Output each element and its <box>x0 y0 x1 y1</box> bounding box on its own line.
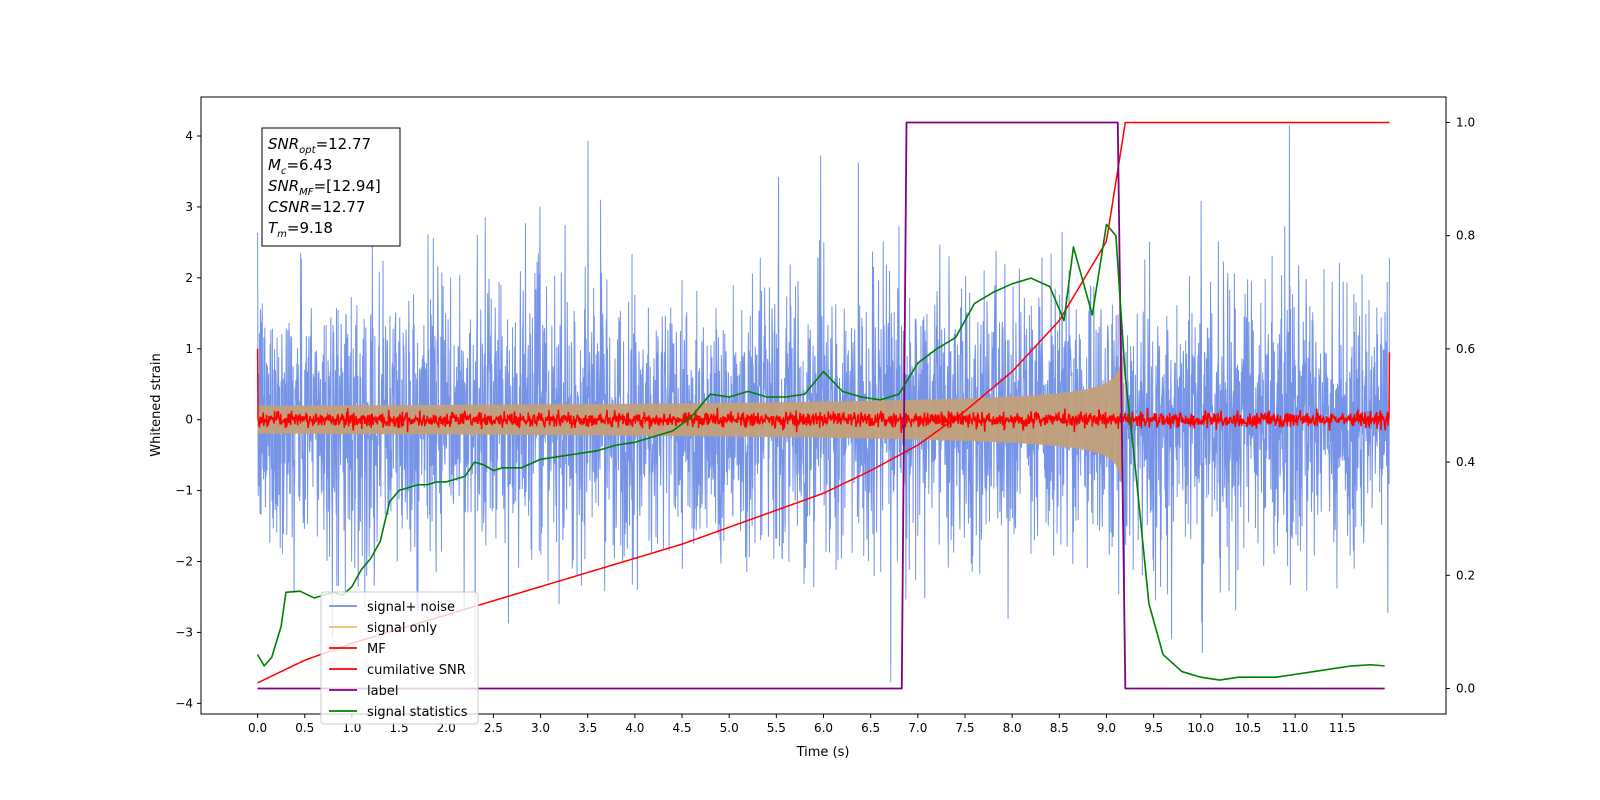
y-left-tick-label: −2 <box>175 555 193 569</box>
y-right-tick-label: 0.4 <box>1456 455 1475 469</box>
info-symbol: SNR <box>268 177 299 195</box>
series-signal-noise <box>257 125 1390 683</box>
x-tick-label: 5.0 <box>720 721 739 735</box>
x-tick-label: 8.0 <box>1003 721 1022 735</box>
series-signal-statistics <box>256 223 1385 681</box>
series-mf <box>256 348 1391 433</box>
info-value: =12.77 <box>310 198 366 216</box>
x-tick-label: 4.5 <box>672 721 691 735</box>
x-tick-label: 9.0 <box>1097 721 1116 735</box>
x-tick-label: 8.5 <box>1050 721 1069 735</box>
x-tick-label: 0.0 <box>248 721 267 735</box>
x-tick-label: 0.5 <box>295 721 314 735</box>
y-left-tick-label: 4 <box>185 129 193 143</box>
x-tick-label: 10.0 <box>1187 721 1214 735</box>
x-tick-label: 2.5 <box>484 721 503 735</box>
x-tick-label: 6.5 <box>861 721 880 735</box>
y-axis-right: 1.0 0.8 0.6 0.4 0.2 0.0 <box>1446 115 1475 696</box>
x-tick-label: 11.0 <box>1282 721 1309 735</box>
x-tick-label: 5.5 <box>767 721 786 735</box>
info-symbol: SNR <box>268 135 299 153</box>
legend: signal+ noise signal only MF cumilative SNR… <box>320 591 479 725</box>
x-axis-title: Time (s) <box>796 745 850 760</box>
info-symbol: T <box>268 219 279 237</box>
info-subscript: c <box>281 166 287 177</box>
info-subscript: MF <box>299 187 314 198</box>
info-line: SNRopt=12.77 <box>268 135 371 156</box>
legend-label: cumilative SNR <box>367 663 466 678</box>
y-right-tick-label: 1.0 <box>1456 115 1475 129</box>
info-box: SNRopt=12.77Mc=6.43SNRMF=[12.94]CSNR=12.… <box>261 127 401 247</box>
legend-label: signal+ noise <box>367 600 455 615</box>
x-tick-label: 11.5 <box>1329 721 1356 735</box>
y-left-tick-label: −4 <box>175 696 193 710</box>
info-value: =[12.94] <box>314 177 381 195</box>
legend-label: signal statistics <box>367 705 468 720</box>
legend-label: label <box>367 684 398 699</box>
info-subscript: m <box>277 229 287 240</box>
y-left-tick-label: 0 <box>185 413 193 427</box>
x-tick-label: 7.5 <box>955 721 974 735</box>
y-right-tick-label: 0.0 <box>1456 682 1475 696</box>
x-tick-label: 7.0 <box>908 721 927 735</box>
info-line: SNRMF=[12.94] <box>268 177 381 198</box>
y-right-tick-label: 0.8 <box>1456 229 1475 243</box>
x-tick-label: 6.0 <box>814 721 833 735</box>
x-tick-label: 3.0 <box>531 721 550 735</box>
y-left-tick-label: −3 <box>175 625 193 639</box>
y-right-tick-label: 0.2 <box>1456 568 1475 582</box>
y-right-tick-label: 0.6 <box>1456 342 1475 356</box>
info-symbol: CSNR <box>268 198 310 216</box>
series-label <box>257 121 1385 690</box>
info-symbol: M <box>268 156 281 174</box>
x-tick-label: 9.5 <box>1144 721 1163 735</box>
info-box-frame <box>261 127 401 247</box>
legend-label: signal only <box>367 621 437 636</box>
info-line: Mc=6.43 <box>268 156 332 177</box>
info-line: CSNR=12.77 <box>268 198 365 216</box>
info-line: Tm=9.18 <box>268 219 333 240</box>
y-left-tick-label: 1 <box>185 342 193 356</box>
legend-label: MF <box>367 642 386 657</box>
legend-frame <box>320 591 479 725</box>
x-tick-label: 4.0 <box>625 721 644 735</box>
info-value: =6.43 <box>286 156 332 174</box>
y-left-tick-label: 2 <box>185 271 193 285</box>
info-subscript: opt <box>299 145 316 156</box>
y-left-tick-label: 3 <box>185 200 193 214</box>
y-axis-title: Whitened strain <box>149 353 164 456</box>
y-left-tick-label: −1 <box>175 484 193 498</box>
info-value: =12.77 <box>316 135 372 153</box>
x-tick-label: 10.5 <box>1235 721 1262 735</box>
info-value: =9.18 <box>287 219 333 237</box>
y-axis-left: 4 3 2 1 0 −1 −2 −3 −4 <box>175 129 201 710</box>
x-tick-label: 3.5 <box>578 721 597 735</box>
